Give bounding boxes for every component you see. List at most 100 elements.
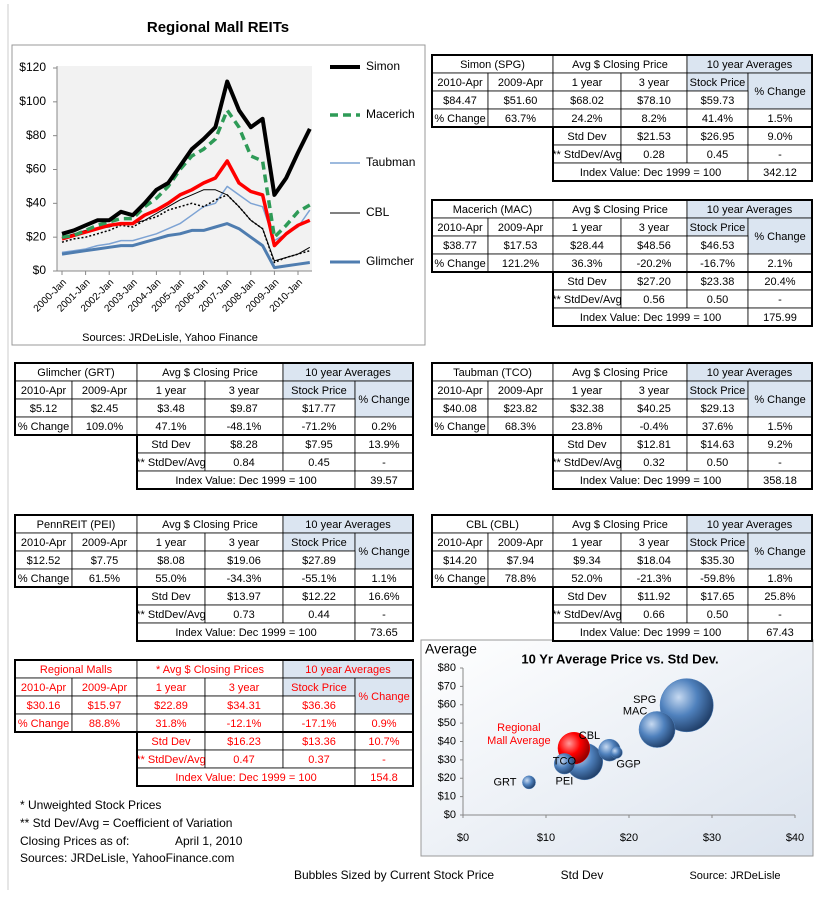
table-text: 2010-Apr [437, 537, 483, 549]
table-text: % Change [754, 546, 805, 558]
table-text: 55.0% [155, 573, 186, 585]
y-tick-label: $10 [438, 791, 456, 803]
legend-label: Taubman [366, 155, 415, 169]
table-text: - [778, 609, 782, 621]
table-text: $14.63 [701, 439, 735, 451]
table-text: 1 year [572, 537, 603, 549]
table-text: $28.44 [570, 240, 604, 252]
table-text: % Change [754, 231, 805, 243]
table-text: Avg $ Closing Price [572, 367, 668, 379]
chart-source: Sources: JRDeLisle, Yahoo Finance [82, 332, 258, 344]
table-text: 0.66 [643, 609, 664, 621]
series-line [61, 222, 311, 270]
table-text: PennREIT (PEI) [37, 519, 116, 531]
table-text: $27.89 [302, 555, 336, 567]
table-text: Avg $ Closing Price [572, 204, 668, 216]
table-text: Stock Price [690, 385, 746, 397]
table-text: 41.4% [702, 113, 733, 125]
table-text: 0.50 [707, 294, 728, 306]
legend-label: Simon [366, 59, 400, 73]
table-text: 3 year [229, 682, 260, 694]
bubble [522, 775, 536, 790]
table-text: 342.12 [763, 167, 797, 179]
table-text: - [778, 294, 782, 306]
x-tick-label: $40 [786, 832, 804, 844]
table-text: 3 year [229, 537, 260, 549]
y-tick-label: $50 [438, 717, 456, 729]
table-text: CBL (CBL) [466, 519, 519, 531]
table-text: 1 year [572, 385, 603, 397]
table-text: $2.45 [91, 403, 119, 415]
page-title: Regional Mall REITs [147, 19, 289, 36]
table-text: $17.65 [701, 591, 735, 603]
legend-label: Macerich [366, 107, 415, 121]
table-text: 13.9% [368, 439, 399, 451]
series-line [61, 108, 311, 239]
table-text: Std Dev [151, 736, 191, 748]
table-text: % Change [434, 421, 485, 433]
table-text: 121.2% [502, 258, 540, 270]
table-text: ** StdDev/Avg [552, 149, 622, 161]
table-text: - [382, 457, 386, 469]
table-border [136, 586, 414, 642]
table-text: % Change [18, 573, 69, 585]
bubble-label: GRT [493, 776, 516, 788]
bubble-label: SPG [633, 694, 656, 706]
table-text: - [382, 609, 386, 621]
y-tick-label: $80 [26, 128, 46, 142]
y-tick-label: $120 [19, 60, 46, 74]
x-tick-label: $30 [703, 832, 721, 844]
table-text: 10 year Averages [305, 367, 391, 379]
table-text: $17.53 [504, 240, 538, 252]
table-text: 2.1% [767, 258, 792, 270]
table-text: 1 year [572, 222, 603, 234]
table-text: 0.2% [371, 421, 396, 433]
footnote: April 1, 2010 [175, 834, 243, 848]
table-text: 88.8% [89, 718, 120, 730]
table-text: 9.0% [767, 131, 792, 143]
table-text: Std Dev [567, 439, 607, 451]
table-text: 0.50 [707, 609, 728, 621]
table-text: Index Value: Dec 1999 = 100 [175, 772, 316, 784]
table-text: $23.82 [504, 403, 538, 415]
table-text: $7.94 [507, 555, 535, 567]
footnote: Sources: JRDeLisle, YahooFinance.com [20, 851, 234, 865]
table-text: 2010-Apr [437, 385, 483, 397]
y-tick-label: $20 [26, 229, 46, 243]
legend-label: Glimcher [366, 254, 414, 268]
table-cell [354, 380, 414, 418]
table-text: 10 year Averages [707, 367, 793, 379]
chart-source: Source: JRDeLisle [689, 870, 780, 882]
table-text: 73.65 [370, 627, 398, 639]
table-text: $30.16 [27, 700, 61, 712]
table-text: 20.4% [764, 276, 795, 288]
table-text: $3.48 [157, 403, 185, 415]
table-text: $11.92 [638, 591, 671, 603]
table-text: Std Dev [151, 439, 191, 451]
footnote: * Unweighted Stock Prices [20, 798, 161, 812]
y-tick-label: $40 [26, 196, 46, 210]
bubble-label: TCO [553, 755, 577, 767]
table-text: $59.73 [701, 95, 735, 107]
table-text: ** StdDev/Avg [552, 294, 622, 306]
y-tick-label: $60 [26, 162, 46, 176]
table-text: 10.7% [368, 736, 399, 748]
table-text: -21.3% [637, 573, 672, 585]
table-text: $38.77 [443, 240, 477, 252]
y-tick-label: $70 [438, 680, 456, 692]
table-text: -17.1% [302, 718, 337, 730]
table-text: ** StdDev/Avg [136, 609, 206, 621]
table-text: $14.20 [443, 555, 477, 567]
table-text: $40.25 [637, 403, 671, 415]
table-text: 0.32 [643, 457, 664, 469]
table-text: 1.1% [371, 573, 396, 585]
table-text: % Change [434, 573, 485, 585]
table-text: $12.81 [637, 439, 671, 451]
table-text: $18.04 [637, 555, 671, 567]
series-line [61, 79, 312, 236]
y-tick-label: $60 [438, 699, 456, 711]
table-border [136, 731, 414, 787]
table-text: 78.8% [505, 573, 536, 585]
chart-title: 10 Yr Average Price vs. Std Dev. [521, 651, 718, 666]
